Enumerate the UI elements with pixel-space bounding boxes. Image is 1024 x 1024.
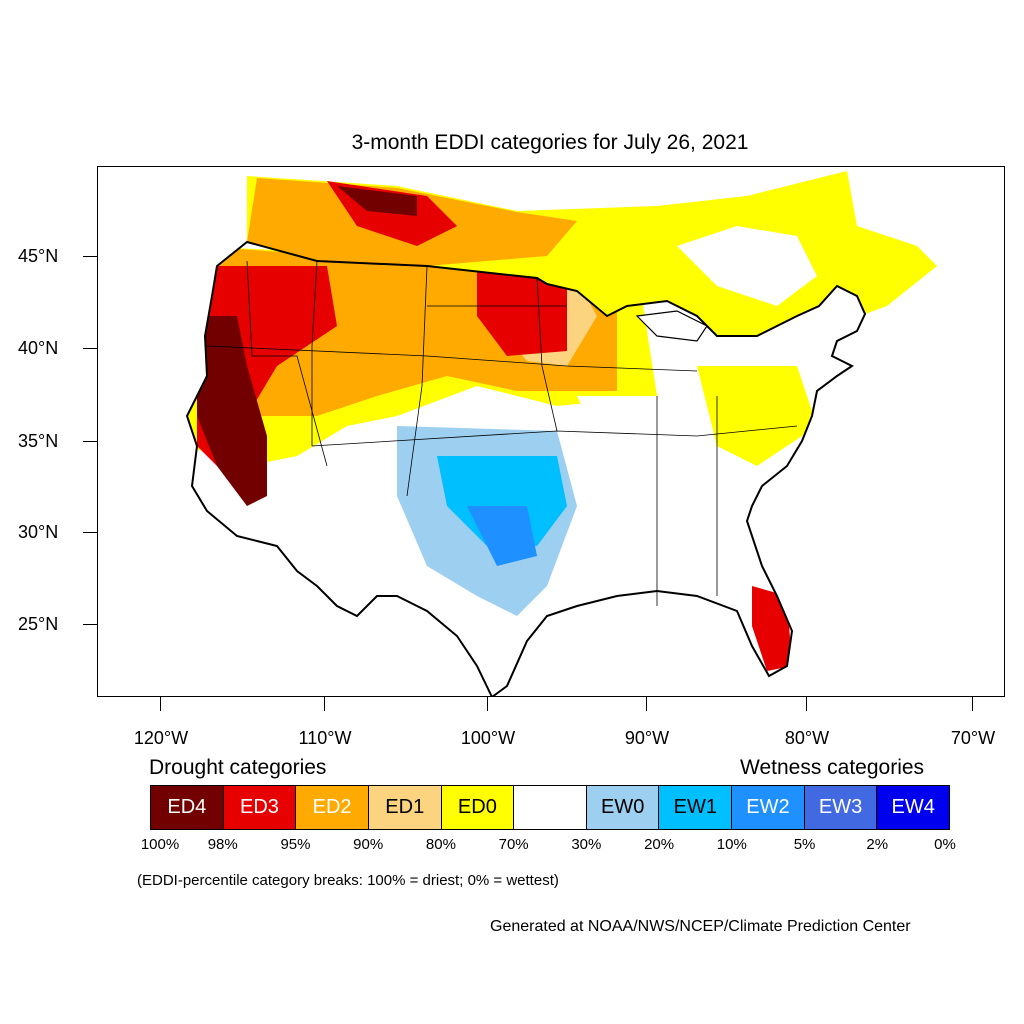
lon-tick-110 xyxy=(324,697,325,711)
legend-box-ed1: ED1 xyxy=(368,786,442,829)
percent-break-label: 98% xyxy=(207,836,238,853)
lon-tick-100 xyxy=(487,697,488,711)
lon-label-100: 100°W xyxy=(460,728,516,748)
lon-label-120: 120°W xyxy=(133,728,189,748)
percent-break-label: 2% xyxy=(866,836,889,853)
percent-break-label: 80% xyxy=(425,836,456,853)
percent-break-label: 90% xyxy=(353,836,384,853)
legend-box-ew0: EW0 xyxy=(586,786,660,829)
lat-tick-45 xyxy=(83,256,97,257)
percent-break-label: 70% xyxy=(498,836,529,853)
canada-extreme-core xyxy=(337,186,417,216)
great-lakes xyxy=(635,310,708,342)
lat-tick-25 xyxy=(83,624,97,625)
deep-blue-region-texas xyxy=(467,506,537,566)
lat-label-30: 30°N xyxy=(18,522,59,542)
legend-box-normal xyxy=(514,786,587,829)
percent-break-label: 95% xyxy=(280,836,311,853)
lat-label-40: 40°N xyxy=(18,338,59,358)
lon-label-70: 70°W xyxy=(950,728,996,748)
lat-label-35: 35°N xyxy=(18,431,59,451)
legend-box-ed3: ED3 xyxy=(223,786,297,829)
legend-box-ed4: ED4 xyxy=(151,786,224,829)
lat-label-45: 45°N xyxy=(18,246,59,266)
lon-label-110: 110°W xyxy=(298,728,352,748)
ontario-white xyxy=(677,226,817,306)
legend-box-ew2: EW2 xyxy=(732,786,805,829)
legend-box-ew3: EW3 xyxy=(804,786,878,829)
credit-line: Generated at NOAA/NWS/NCEP/Climate Predi… xyxy=(490,918,911,935)
lon-tick-90 xyxy=(646,697,647,711)
percent-break-label: 0% xyxy=(934,836,956,853)
lat-tick-40 xyxy=(83,348,97,349)
state-boundaries xyxy=(206,260,798,606)
darkred-region-california xyxy=(197,316,267,506)
wetness-categories-heading: Wetness categories xyxy=(740,756,925,779)
percent-break-label: 5% xyxy=(793,836,816,853)
legend-box-ed2: ED2 xyxy=(296,786,369,829)
blue-region-central xyxy=(437,456,567,546)
yellow-region-east xyxy=(697,366,817,466)
category-legend-bar: ED4 ED3 ED2 ED1 ED0 EW0 EW1 EW2 EW3 EW4 xyxy=(150,785,950,830)
lon-label-80: 80°W xyxy=(784,728,830,748)
map-title: 3-month EDDI categories for July 26, 202… xyxy=(351,131,749,154)
percent-break-label: 10% xyxy=(716,836,747,853)
drought-categories-heading: Drought categories xyxy=(149,756,327,779)
lon-tick-120 xyxy=(160,697,161,711)
percent-break-label: 20% xyxy=(644,836,675,853)
lat-tick-30 xyxy=(83,532,97,533)
percent-break-label: 30% xyxy=(571,836,602,853)
lon-label-90: 90°W xyxy=(624,728,670,748)
percent-break-label: 100% xyxy=(140,836,180,853)
lat-tick-35 xyxy=(83,441,97,442)
red-region-dakotas xyxy=(477,261,567,356)
legend-box-ew1: EW1 xyxy=(659,786,733,829)
lat-label-25: 25°N xyxy=(18,614,59,634)
map-area xyxy=(97,166,1005,697)
lon-tick-70 xyxy=(972,697,973,711)
legend-box-ed0: ED0 xyxy=(441,786,515,829)
legend-note: (EDDI-percentile category breaks: 100% =… xyxy=(137,872,559,889)
legend-box-ew4: EW4 xyxy=(877,786,950,829)
lon-tick-80 xyxy=(806,697,807,711)
